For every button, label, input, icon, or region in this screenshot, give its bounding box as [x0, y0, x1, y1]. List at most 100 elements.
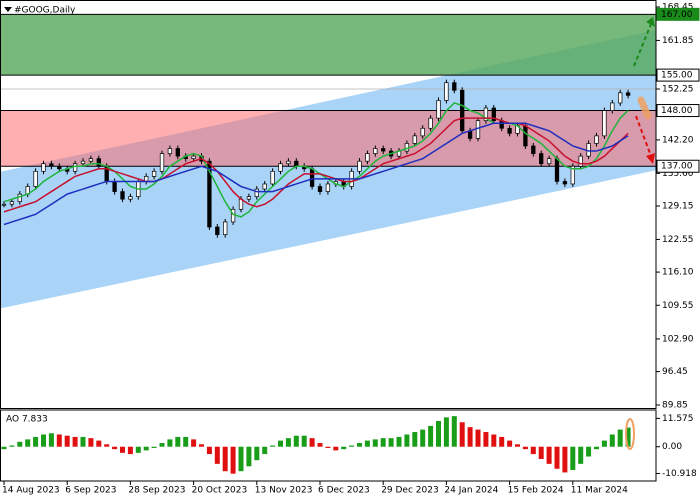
forecast-arrows — [625, 17, 655, 450]
main-layer — [1, 79, 631, 238]
candle — [317, 186, 323, 192]
candle — [223, 221, 228, 235]
x-tick-label: 13 Nov 2023 — [255, 486, 313, 496]
level-box — [656, 104, 700, 118]
ao-bar — [214, 446, 220, 464]
candle — [254, 188, 259, 197]
candle — [625, 92, 631, 96]
y-tick-label: 109.55 — [662, 301, 694, 311]
candle — [618, 92, 623, 104]
ao-bar — [159, 443, 165, 447]
candle — [49, 163, 54, 167]
candle — [483, 107, 489, 122]
candle — [207, 160, 212, 228]
y-tick-label: 152.25 — [662, 85, 694, 95]
ao-bar — [167, 439, 173, 447]
ao-bar — [491, 434, 497, 447]
x-tick-label: 14 Aug 2023 — [2, 486, 60, 496]
candle — [610, 102, 615, 111]
y-tick-label: 102.90 — [662, 334, 694, 344]
ao-bar — [112, 446, 118, 450]
ao-bar — [609, 434, 615, 447]
candle — [112, 181, 117, 192]
ao-bar — [41, 434, 46, 447]
orange-arrow — [637, 96, 652, 120]
ao-bar — [127, 446, 133, 455]
level-box — [656, 159, 700, 173]
candle — [460, 89, 465, 132]
ao-bar — [238, 446, 244, 472]
ao-bar — [175, 436, 181, 447]
ao-bar — [554, 446, 560, 469]
y-tick-label: 129.15 — [662, 202, 694, 212]
y-tick-label: 142.20 — [662, 135, 694, 145]
candle — [33, 170, 38, 187]
background-layer — [0, 13, 656, 309]
ao-bar — [88, 438, 94, 447]
candle — [80, 160, 86, 165]
ao-bar — [191, 439, 197, 447]
ao-bar — [412, 432, 418, 447]
ao-bar — [183, 436, 189, 447]
main-frame — [0, 0, 657, 409]
y-tick-label: 161.85 — [662, 36, 694, 46]
ao-bar — [625, 427, 631, 447]
ao-bar — [206, 446, 212, 455]
zone — [0, 110, 656, 167]
moving-average — [3, 117, 629, 213]
x-tick-label: 6 Sep 2023 — [65, 486, 116, 496]
ao-bar — [530, 446, 536, 455]
x-tick-label: 6 Dec 2023 — [318, 486, 370, 496]
candle — [531, 145, 536, 154]
candle — [523, 125, 528, 147]
candle — [428, 117, 433, 129]
candle — [578, 155, 583, 167]
ao-bar — [293, 435, 299, 447]
candle — [475, 120, 481, 139]
candle — [278, 163, 283, 172]
candle — [286, 160, 291, 165]
y-tick-label: 168.45 — [662, 2, 694, 12]
candle — [128, 196, 133, 200]
candle — [175, 148, 180, 157]
ao-bar — [151, 446, 157, 448]
candle — [539, 153, 544, 165]
ao-bar — [396, 436, 402, 447]
candle — [381, 148, 386, 152]
ao-bar — [230, 446, 236, 474]
candle — [96, 158, 101, 167]
ao-bar — [364, 440, 370, 447]
ao-bar — [120, 446, 125, 453]
candle — [1, 203, 7, 206]
candle — [452, 82, 457, 91]
ao-bar — [546, 446, 552, 464]
ao-label: AO 7.833 — [6, 415, 48, 425]
ao-bar — [325, 446, 331, 448]
level-label: 148.00 — [661, 106, 693, 116]
ao-bar — [96, 440, 102, 447]
candle — [444, 82, 449, 101]
candle — [554, 158, 560, 182]
trend-channel — [0, 30, 656, 309]
candle — [294, 160, 299, 167]
ao-bar — [586, 446, 592, 457]
moving-average — [3, 102, 629, 218]
candle — [151, 170, 157, 177]
ao-bar — [48, 433, 54, 447]
candle — [546, 158, 552, 165]
candle — [262, 183, 267, 190]
ao-bar — [483, 432, 489, 447]
candle — [373, 148, 378, 154]
ao-bar — [143, 446, 149, 451]
ao-bar — [617, 429, 623, 447]
level-label: 137.00 — [661, 162, 693, 172]
candle — [365, 153, 370, 162]
down-arrow-head — [646, 153, 655, 164]
candle — [586, 143, 591, 157]
candle — [72, 163, 78, 172]
candle — [57, 165, 62, 170]
y-tick-label: 89.85 — [662, 401, 688, 411]
candle — [159, 153, 165, 172]
ao-bar — [104, 444, 110, 447]
